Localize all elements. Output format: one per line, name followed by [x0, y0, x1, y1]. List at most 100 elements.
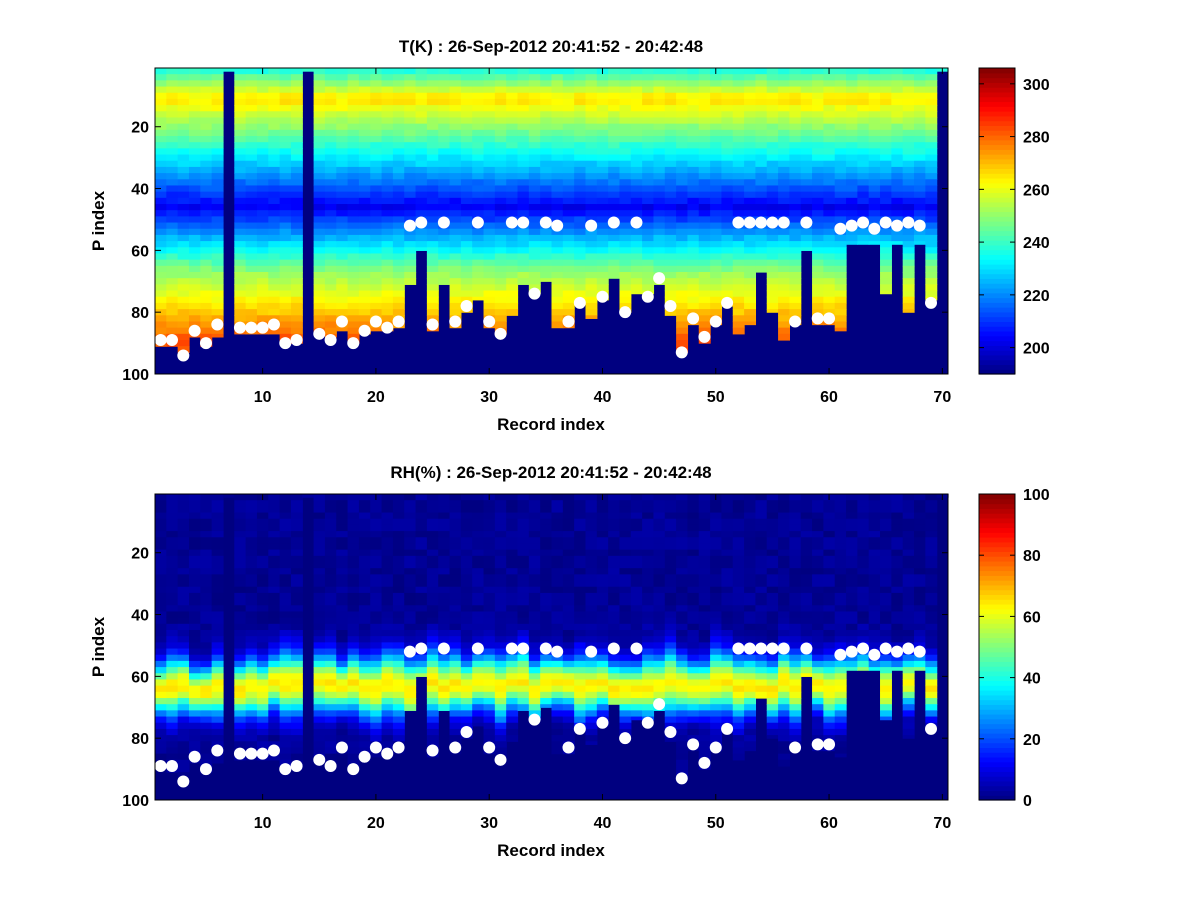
heatmap-cell [721, 494, 734, 501]
heatmap-cell [404, 524, 417, 532]
heatmap-cell [846, 166, 858, 174]
heatmap-cell [812, 259, 824, 267]
marker-dot [528, 287, 541, 300]
heatmap-cell [290, 111, 303, 119]
heatmap-cell [687, 524, 700, 532]
heatmap-cell [234, 105, 247, 112]
heatmap-cell [619, 234, 632, 242]
heatmap-cell [460, 247, 473, 255]
heatmap-cell [721, 506, 734, 514]
heatmap-cell [324, 166, 337, 174]
heatmap-cell [562, 68, 575, 75]
heatmap-cell [177, 210, 190, 217]
heatmap-cell [290, 148, 303, 156]
heatmap-cell [698, 185, 711, 193]
heatmap-cell [619, 92, 632, 100]
colorbar-segment [979, 283, 1015, 289]
heatmap-cell [200, 290, 213, 298]
heatmap-cell [438, 228, 451, 236]
heatmap-cell [540, 247, 553, 255]
heatmap-cell [642, 568, 655, 575]
heatmap-cell [449, 728, 462, 736]
colorbar-segment [979, 302, 1015, 308]
heatmap-cell [744, 105, 757, 112]
heatmap-cell [834, 185, 847, 193]
heatmap-cell [268, 86, 281, 94]
heatmap-cell [687, 222, 700, 230]
heatmap-cell [472, 179, 485, 187]
heatmap-cell [347, 296, 360, 304]
heatmap-cell [313, 605, 326, 613]
heatmap-cell [596, 549, 609, 557]
marker-dot [789, 315, 802, 328]
heatmap-column [370, 494, 383, 758]
marker-dot [505, 216, 518, 229]
heatmap-cell [449, 722, 462, 730]
heatmap-cell [676, 574, 689, 582]
heatmap-cell [347, 74, 360, 81]
heatmap-cell [370, 129, 383, 137]
x-tick-label: 40 [594, 389, 612, 406]
heatmap-cell [483, 74, 496, 81]
heatmap-cell [834, 302, 847, 310]
heatmap-cell [211, 611, 224, 619]
heatmap-cell [653, 617, 666, 625]
heatmap-cell [358, 506, 371, 514]
heatmap-cell [200, 506, 213, 514]
heatmap-cell [211, 197, 224, 205]
heatmap-cell [279, 698, 292, 705]
heatmap-cell [540, 562, 553, 569]
heatmap-cell [642, 166, 655, 174]
heatmap-cell [188, 228, 201, 236]
heatmap-cell [200, 309, 213, 316]
heatmap-cell [710, 500, 723, 507]
heatmap-cell [562, 111, 575, 119]
heatmap-cell [846, 241, 858, 245]
heatmap-cell [483, 623, 496, 631]
heatmap-cell [211, 265, 224, 273]
heatmap-cell [664, 191, 677, 199]
heatmap-cell [800, 234, 813, 242]
heatmap-column [494, 494, 507, 761]
heatmap-cell [256, 562, 269, 569]
heatmap-cell [245, 216, 258, 224]
heatmap-cell [698, 197, 711, 205]
heatmap-cell [460, 111, 473, 119]
heatmap-cell [823, 129, 836, 137]
heatmap-cell [778, 253, 790, 261]
heatmap-cell [336, 685, 349, 693]
heatmap-cell [438, 555, 451, 563]
heatmap-cell [789, 191, 802, 199]
heatmap-cell [358, 179, 371, 187]
heatmap-cell [268, 494, 281, 501]
heatmap-cell [290, 630, 303, 637]
heatmap-cell [347, 315, 360, 323]
heatmap-cell [358, 98, 371, 106]
heatmap-cell [177, 228, 190, 236]
heatmap-cell [653, 518, 666, 526]
heatmap-cell [710, 185, 723, 193]
heatmap-cell [336, 630, 349, 637]
heatmap-cell [200, 278, 213, 285]
heatmap-cell [438, 185, 451, 193]
heatmap-cell [710, 549, 723, 557]
heatmap-cell [698, 136, 711, 143]
heatmap-cell [687, 111, 700, 119]
heatmap-cell [166, 173, 179, 180]
heatmap-cell [290, 234, 303, 242]
heatmap-cell [642, 117, 655, 125]
heatmap-cell [710, 265, 723, 273]
heatmap-cell [687, 506, 700, 514]
heatmap-cell [155, 574, 167, 582]
heatmap-cell [755, 142, 768, 149]
heatmap-cell [347, 623, 360, 631]
heatmap-cell [574, 247, 587, 255]
heatmap-cell [528, 531, 541, 538]
heatmap-cell [766, 160, 779, 168]
heatmap-cell [744, 204, 757, 211]
heatmap-cell [619, 691, 632, 699]
heatmap-cell [188, 722, 201, 730]
heatmap-cell [608, 265, 621, 273]
heatmap-cell [472, 722, 485, 727]
heatmap-cell [381, 710, 394, 718]
